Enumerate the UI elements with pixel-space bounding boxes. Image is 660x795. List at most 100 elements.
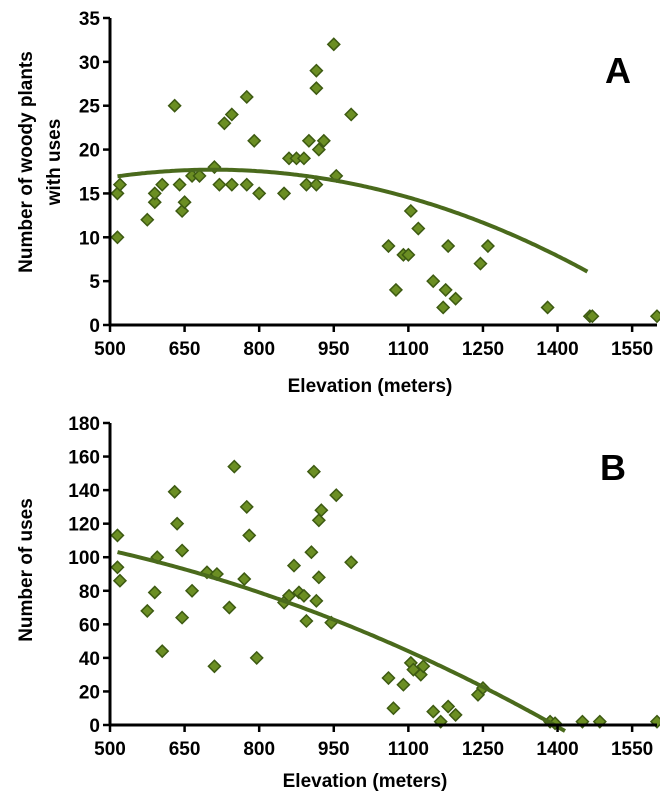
- panel-b-data-point: [140, 603, 155, 618]
- panel-a-data-point: [224, 107, 239, 122]
- panel-b-data-point: [147, 585, 162, 600]
- panel-a-x-tick-label: 1250: [462, 339, 504, 360]
- panel-a-data-points: [110, 37, 660, 324]
- panel-b-axes: 0 20 40 60 80 100 120 140 160 180 500 650 800 950 1100…: [68, 414, 657, 760]
- panel-b-data-point: [155, 644, 170, 659]
- panel-b-data-point: [175, 543, 190, 558]
- panel-a-data-point: [436, 300, 451, 315]
- panel-b-data-point: [396, 677, 411, 692]
- panel-a-data-point: [217, 116, 232, 131]
- panel-b-y-tick-label: 160: [68, 448, 100, 469]
- panel-a-y-tick-label: 30: [79, 53, 100, 74]
- panel-b-data-point: [386, 701, 401, 716]
- panel-a-data-point: [301, 133, 316, 148]
- panel-b-data-point: [184, 583, 200, 598]
- panel-a-data-point: [480, 238, 495, 254]
- panel-b-y-tick-label: 20: [79, 682, 100, 703]
- panel-b-data-point: [311, 570, 326, 585]
- panel-a-y-tick-label: 0: [89, 316, 100, 337]
- panel-a-data-point: [172, 177, 187, 192]
- panel-b-data-point: [311, 513, 326, 528]
- panel-b: 0 20 40 60 80 100 120 140 160 180 500 650 800 950 1100…: [16, 414, 660, 792]
- panel-b-data-point: [249, 650, 264, 665]
- panel-a-data-point: [299, 177, 314, 192]
- panel-a-axes: 0 5 10 15 20 25 30 35 500 650 800 950 1100 1250 1400 15…: [79, 9, 657, 360]
- panel-b-data-point: [329, 488, 344, 503]
- panel-b-data-point: [314, 503, 329, 518]
- panel-a-data-point: [239, 89, 254, 105]
- panel-b-data-point: [175, 610, 190, 625]
- panel-a-data-point: [344, 107, 359, 122]
- panel-a-x-tick-label: 1550: [611, 339, 653, 360]
- panel-b-y-tick-label: 60: [79, 615, 100, 636]
- panel-a-data-point: [224, 177, 239, 192]
- panel-a-x-tick-label: 500: [94, 339, 126, 360]
- panel-a-data-point: [441, 238, 456, 254]
- panel-a-data-point: [381, 238, 396, 254]
- panel-a-data-point: [147, 186, 162, 201]
- panel-a-data-point: [112, 177, 128, 192]
- panel-a-data-point: [147, 195, 162, 210]
- panel-b-data-point: [239, 499, 254, 514]
- panel-b-y-tick-label: 180: [68, 414, 100, 435]
- panel-a-x-axis-title: Elevation (meters): [288, 376, 453, 397]
- panel-b-data-point: [306, 464, 321, 479]
- panel-a-data-point: [326, 37, 341, 52]
- panel-b-data-point: [112, 573, 128, 588]
- panel-b-data-point: [448, 707, 463, 722]
- panel-a-y-tick-label: 10: [79, 228, 100, 249]
- panel-b-y-tick-label: 100: [68, 548, 100, 569]
- panel-b-fit-curve: [117, 550, 566, 733]
- panel-b-data-point: [110, 528, 125, 543]
- panel-a-x-tick-label: 950: [318, 339, 350, 360]
- panel-b-data-point: [286, 558, 302, 573]
- panel-a-y-tick-label: 35: [79, 9, 101, 30]
- panel-a-x-tick-label: 800: [243, 339, 275, 360]
- panel-b-data-point: [299, 613, 314, 629]
- panel-b-y-tick-label: 0: [89, 716, 100, 737]
- panel-a-x-tick-label: 1100: [388, 339, 429, 360]
- panel-a-data-point: [411, 221, 426, 236]
- panel-b-data-points: [110, 459, 660, 731]
- panel-a-data-point: [177, 195, 192, 210]
- panel-a-data-point: [192, 168, 207, 183]
- panel-a-data-point: [296, 151, 311, 166]
- panel-a-y-tick-label: 5: [89, 272, 100, 293]
- panel-a-data-point: [110, 230, 125, 245]
- panel-a-data-point: [276, 186, 292, 201]
- panel-b-data-point: [170, 516, 185, 531]
- panel-a-data-point: [388, 282, 403, 297]
- panel-a-x-tick-label: 1400: [536, 339, 578, 360]
- panel-a-data-point: [316, 133, 331, 148]
- panel-b-data-point: [426, 704, 441, 719]
- panel-a-data-point: [426, 274, 441, 289]
- panel-a-data-point: [140, 212, 155, 227]
- panel-b-data-point: [242, 528, 257, 543]
- panel-b-data-point: [237, 571, 252, 587]
- panel-b-x-tick-label: 1100: [388, 739, 429, 760]
- panel-b-x-tick-label: 1400: [536, 739, 578, 760]
- panel-b-x-tick-label: 500: [94, 739, 126, 760]
- panel-a-data-point: [403, 203, 418, 219]
- panel-a-data-point: [252, 186, 267, 201]
- panel-b-data-point: [381, 670, 396, 686]
- panel-b-x-tick-label: 800: [243, 739, 275, 760]
- panel-b-y-tick-label: 40: [79, 649, 100, 670]
- panel-a-data-point: [239, 177, 254, 192]
- panel-b-data-point: [649, 714, 660, 729]
- panel-a-data-point: [401, 247, 416, 262]
- panel-a-letter: A: [605, 50, 631, 91]
- panel-a-data-point: [438, 282, 453, 297]
- panel-a-data-point: [309, 177, 324, 192]
- panel-a-y-tick-label: 15: [79, 184, 101, 205]
- panel-b-y-tick-label: 120: [68, 515, 100, 536]
- panel-a-data-point: [309, 81, 324, 96]
- panel-a-data-point: [309, 63, 324, 78]
- panel-b-x-tick-label: 1550: [611, 739, 653, 760]
- panel-a-x-tick-label: 650: [169, 339, 201, 360]
- panel-b-x-tick-label: 650: [169, 739, 201, 760]
- panel-b-data-point: [441, 699, 456, 714]
- panel-b-letter: B: [600, 447, 626, 488]
- panel-b-x-axis-title: Elevation (meters): [283, 771, 448, 792]
